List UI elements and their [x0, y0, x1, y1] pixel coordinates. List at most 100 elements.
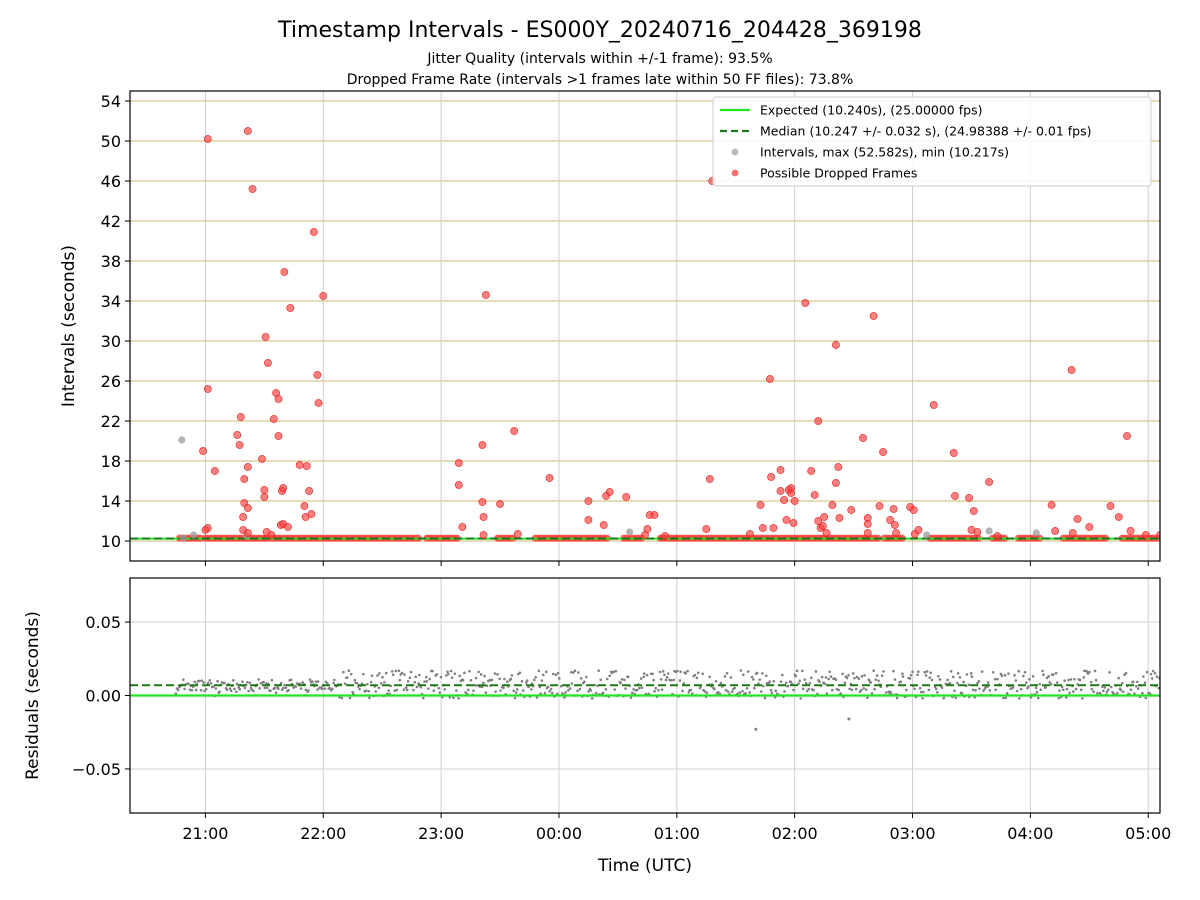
top-y-tick-label: 42: [101, 212, 121, 231]
residual-point: [494, 690, 497, 693]
interval-point: [190, 531, 198, 539]
residual-point: [923, 670, 927, 674]
residual-point: [626, 675, 630, 679]
residual-point: [510, 674, 514, 677]
residual-point: [238, 688, 242, 691]
residual-point: [482, 681, 485, 685]
residual-point: [525, 681, 528, 684]
top-y-tick-label: 50: [101, 132, 121, 151]
dropped-frame-point: [892, 529, 900, 537]
residual-point: [193, 680, 197, 684]
residual-point: [515, 688, 519, 691]
residual-point: [568, 687, 572, 690]
top-y-tick-label: 30: [101, 332, 121, 351]
residual-point: [235, 682, 239, 686]
residual-point: [768, 680, 772, 683]
residual-point: [642, 675, 646, 679]
residual-point: [389, 684, 393, 688]
residual-point: [444, 674, 448, 677]
residual-point: [464, 691, 467, 694]
residual-point: [353, 678, 357, 682]
residual-point: [537, 669, 541, 673]
residual-point: [828, 670, 831, 674]
residual-point: [701, 672, 704, 676]
residual-point: [738, 691, 742, 694]
residual-point: [428, 677, 432, 681]
residual-point: [384, 671, 388, 675]
residual-point: [340, 696, 344, 700]
residual-point: [820, 675, 824, 679]
residual-point: [729, 676, 733, 679]
chart-title: Timestamp Intervals - ES000Y_20240716_20…: [277, 18, 922, 43]
residual-point: [946, 678, 949, 682]
residual-point: [358, 687, 361, 691]
residual-point: [949, 669, 953, 673]
residual-point: [772, 679, 776, 683]
dropped-frame-point: [1156, 531, 1160, 539]
residual-point: [216, 679, 219, 683]
dropped-frame-point: [1073, 515, 1082, 523]
residual-point: [714, 679, 718, 683]
residual-point: [904, 688, 908, 692]
residual-point: [863, 674, 866, 677]
residual-point: [869, 681, 873, 684]
legend-item-label: Possible Dropped Frames: [760, 166, 917, 181]
residual-point: [1042, 673, 1045, 677]
residual-point: [604, 688, 608, 691]
residual-point: [847, 674, 850, 677]
residual-point: [1131, 680, 1135, 684]
residual-point: [237, 686, 240, 689]
dropped-frame-point: [1067, 366, 1076, 374]
residual-point: [477, 670, 480, 674]
dropped-frame-point: [914, 526, 923, 534]
residual-point: [1134, 684, 1138, 688]
residual-point: [797, 682, 800, 685]
dropped-frame-point: [745, 530, 754, 538]
residual-point: [204, 687, 208, 691]
residual-point: [860, 674, 864, 678]
residual-point: [823, 682, 827, 686]
residual-point: [1141, 691, 1144, 695]
residual-point: [774, 689, 778, 693]
residual-point: [691, 692, 694, 696]
residual-point: [1136, 687, 1140, 690]
residual-point: [326, 682, 329, 685]
dropped-frame-point: [258, 455, 266, 463]
residual-point: [413, 680, 416, 684]
residual-point: [882, 670, 885, 673]
residual-point: [763, 696, 767, 700]
residual-point: [938, 678, 942, 681]
residual-point: [284, 686, 288, 690]
residual-point: [879, 685, 883, 689]
residual-point: [1155, 675, 1159, 678]
residual-point: [583, 680, 586, 683]
residual-point: [1107, 688, 1110, 691]
residual-point: [535, 696, 539, 699]
residual-point: [1121, 690, 1125, 694]
residual-point: [391, 673, 395, 677]
bottom-plot-area: [130, 578, 1160, 813]
dropped-frame-point: [267, 531, 276, 539]
residual-point: [512, 689, 516, 693]
residual-point: [277, 687, 280, 691]
residual-point: [682, 682, 686, 685]
residual-point: [558, 677, 561, 680]
dropped-frame-point: [780, 496, 788, 504]
residual-point: [1096, 691, 1099, 695]
residual-point: [940, 686, 944, 689]
residual-point: [783, 690, 786, 693]
residual-point: [332, 681, 335, 685]
dropped-frame-point: [482, 291, 490, 299]
residual-point: [1063, 679, 1066, 682]
residual-point: [368, 696, 371, 700]
dropped-frame-point: [243, 529, 252, 537]
residual-point: [377, 686, 381, 690]
residual-point: [1093, 669, 1097, 673]
residual-point: [962, 680, 965, 684]
residual-point: [1135, 680, 1139, 684]
residual-point: [408, 676, 412, 680]
residual-point: [645, 673, 649, 677]
residual-point: [744, 691, 747, 695]
residual-point: [814, 670, 818, 673]
residual-point: [1000, 674, 1004, 678]
